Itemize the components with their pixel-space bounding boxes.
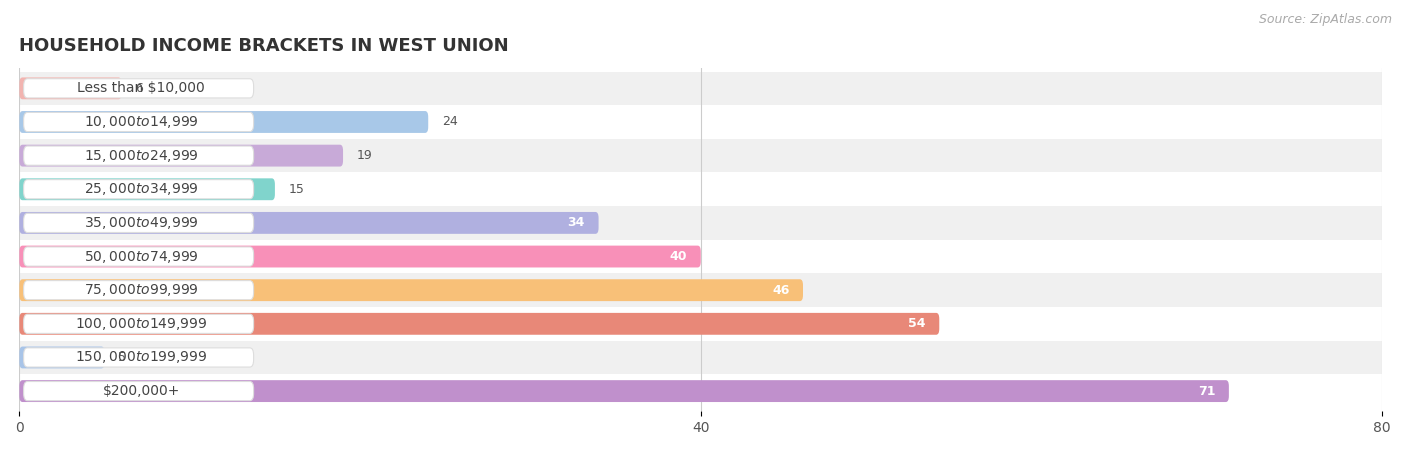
FancyBboxPatch shape <box>20 380 1229 402</box>
FancyBboxPatch shape <box>20 246 700 267</box>
Text: 24: 24 <box>441 116 457 129</box>
FancyBboxPatch shape <box>20 145 343 166</box>
Bar <box>20 72 1382 105</box>
FancyBboxPatch shape <box>24 281 253 300</box>
Text: HOUSEHOLD INCOME BRACKETS IN WEST UNION: HOUSEHOLD INCOME BRACKETS IN WEST UNION <box>20 37 509 55</box>
FancyBboxPatch shape <box>24 314 253 333</box>
Bar <box>20 341 1382 374</box>
FancyBboxPatch shape <box>24 180 253 199</box>
Bar <box>20 206 1382 240</box>
Text: $15,000 to $24,999: $15,000 to $24,999 <box>84 148 198 164</box>
FancyBboxPatch shape <box>24 79 253 98</box>
Text: $10,000 to $14,999: $10,000 to $14,999 <box>84 114 198 130</box>
Text: 6: 6 <box>135 82 143 95</box>
Text: Less than $10,000: Less than $10,000 <box>77 81 205 95</box>
FancyBboxPatch shape <box>24 213 253 233</box>
Text: 15: 15 <box>288 183 305 196</box>
Text: 46: 46 <box>772 284 789 297</box>
Text: $150,000 to $199,999: $150,000 to $199,999 <box>75 350 208 365</box>
Text: 40: 40 <box>669 250 688 263</box>
FancyBboxPatch shape <box>24 146 253 165</box>
FancyBboxPatch shape <box>20 212 599 234</box>
Bar <box>20 139 1382 172</box>
Bar <box>20 307 1382 341</box>
FancyBboxPatch shape <box>24 247 253 266</box>
Text: $25,000 to $34,999: $25,000 to $34,999 <box>84 181 198 197</box>
Bar <box>20 374 1382 408</box>
Bar <box>20 172 1382 206</box>
Text: $75,000 to $99,999: $75,000 to $99,999 <box>84 282 198 298</box>
Text: 5: 5 <box>118 351 127 364</box>
FancyBboxPatch shape <box>20 77 121 99</box>
Bar <box>20 273 1382 307</box>
FancyBboxPatch shape <box>24 382 253 400</box>
Bar <box>20 105 1382 139</box>
FancyBboxPatch shape <box>20 178 276 200</box>
Text: Source: ZipAtlas.com: Source: ZipAtlas.com <box>1258 14 1392 27</box>
FancyBboxPatch shape <box>20 111 429 133</box>
Text: $100,000 to $149,999: $100,000 to $149,999 <box>75 316 208 332</box>
Text: $200,000+: $200,000+ <box>103 384 180 398</box>
FancyBboxPatch shape <box>20 313 939 335</box>
FancyBboxPatch shape <box>20 346 104 369</box>
Text: 54: 54 <box>908 317 925 330</box>
Text: 34: 34 <box>568 216 585 230</box>
Text: 19: 19 <box>357 149 373 162</box>
FancyBboxPatch shape <box>24 348 253 367</box>
Bar <box>20 240 1382 273</box>
Text: $35,000 to $49,999: $35,000 to $49,999 <box>84 215 198 231</box>
Text: $50,000 to $74,999: $50,000 to $74,999 <box>84 248 198 265</box>
Text: 71: 71 <box>1198 385 1215 398</box>
FancyBboxPatch shape <box>24 112 253 131</box>
FancyBboxPatch shape <box>20 279 803 301</box>
